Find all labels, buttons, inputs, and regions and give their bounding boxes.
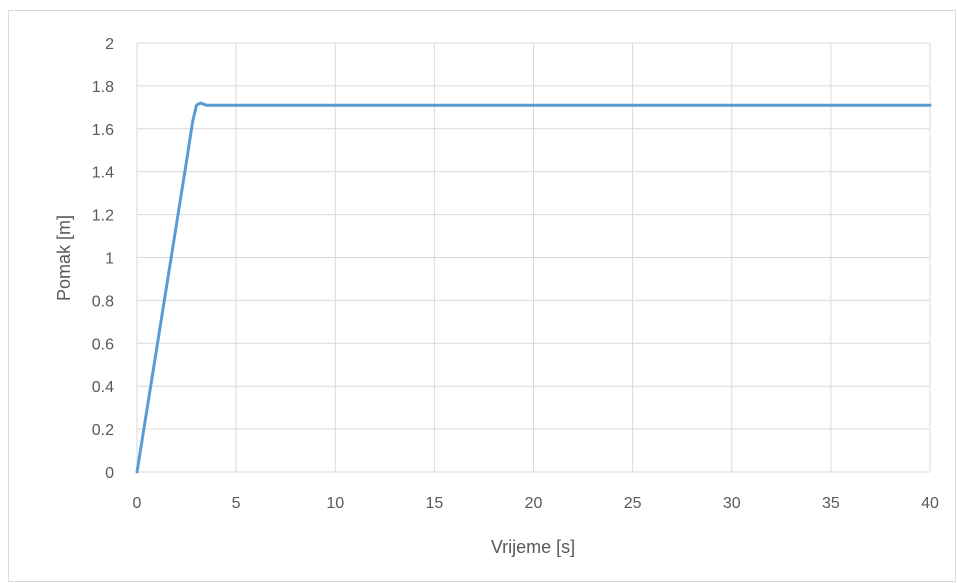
y-tick-label-2: 0.4	[92, 379, 114, 396]
x-tick-label-1: 5	[232, 495, 241, 512]
y-tick-label-4: 0.8	[92, 293, 114, 310]
y-tick-label-8: 1.6	[92, 122, 114, 139]
x-axis-title: Vrijeme [s]	[491, 537, 575, 557]
x-tick-label-8: 40	[921, 495, 939, 512]
gridlines	[136, 42, 931, 473]
y-tick-label-10: 2	[105, 36, 114, 53]
x-tick-label-5: 25	[624, 495, 642, 512]
x-tick-label-6: 30	[723, 495, 741, 512]
y-axis-title: Pomak [m]	[54, 215, 74, 301]
y-tick-label-5: 1	[105, 251, 114, 268]
y-tick-label-0: 0	[105, 465, 114, 482]
y-tick-label-1: 0.2	[92, 422, 114, 439]
y-tick-label-7: 1.4	[92, 165, 114, 182]
y-tick-label-3: 0.6	[92, 336, 114, 353]
x-tick-label-3: 15	[425, 495, 443, 512]
y-tick-label-6: 1.2	[92, 208, 114, 225]
x-axis-tick-labels: 0 5 10 15 20 25 30 35 40	[133, 495, 939, 512]
x-tick-label-7: 35	[822, 495, 840, 512]
y-axis-tick-labels: 0 0.2 0.4 0.6 0.8 1 1.2 1.4 1.6 1.8 2	[92, 36, 114, 482]
series-line-0	[135, 101, 932, 474]
series-layer	[135, 101, 932, 474]
x-tick-label-2: 10	[326, 495, 344, 512]
y-tick-label-9: 1.8	[92, 79, 114, 96]
x-tick-label-4: 20	[525, 495, 543, 512]
x-tick-label-0: 0	[133, 495, 142, 512]
